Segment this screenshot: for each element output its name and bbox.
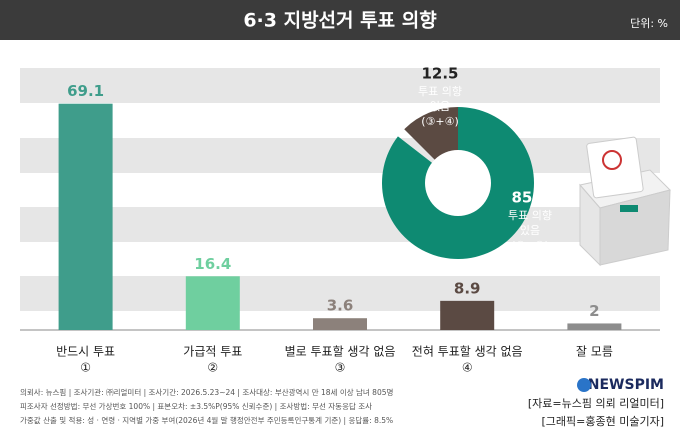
ballot-box (579, 136, 671, 267)
source: [자료=뉴스핌 의뢰 리얼미터] (528, 396, 664, 410)
x-tick-mark-label: ② (207, 361, 218, 375)
bands (20, 68, 660, 311)
pie-label: 없음 (430, 100, 450, 113)
x-tick-label: 가급적 투표 (183, 345, 242, 359)
x-tick-mark-label: ④ (462, 361, 473, 375)
unit: 단위: % (630, 17, 668, 30)
title-bar (0, 0, 680, 40)
footer: 의뢰사: 뉴스핌 | 조사기관: ㈜리얼미터 | 조사기간: 2026.5.23… (20, 387, 393, 425)
bar (185, 276, 240, 330)
title: 6·3 지방선거 투표 의향 (243, 10, 437, 32)
x-tick-label: 반드시 투표 (56, 345, 115, 359)
pie-label: 투표 의향 (508, 209, 552, 222)
x-tick-label: 잘 모름 (576, 345, 613, 359)
bar (58, 103, 113, 330)
footnote: 가중값 산출 및 적용: 성 · 연령 · 지역별 가중 부여(2026년 4월… (20, 415, 393, 425)
data-label: 16.4 (194, 255, 231, 273)
data-label: 69.1 (67, 82, 104, 100)
credit: [그래픽=홍종현 미술기자] (542, 414, 665, 428)
data-label: 8.9 (454, 279, 481, 297)
brand-logo (577, 378, 591, 392)
donut-hole (425, 150, 491, 216)
footnote: 의뢰사: 뉴스핌 | 조사기관: ㈜리얼미터 | 조사기간: 2026.5.23… (20, 387, 393, 397)
x-tick-mark-label: ③ (335, 361, 346, 375)
pie-value: 85.5 (511, 189, 548, 207)
pie-label: (①+②) (511, 239, 549, 252)
bar (440, 300, 495, 330)
brand: NEWSPIM (588, 377, 664, 393)
pie-value: 12.5 (421, 65, 458, 83)
data-label: 2 (589, 302, 599, 320)
x-tick-mark-label: ① (80, 361, 91, 375)
pie-label: 있음 (520, 224, 540, 237)
x-tick-label: 별로 투표할 생각 없음 (285, 345, 396, 359)
pie-label: (③+④) (421, 115, 459, 128)
bar (567, 323, 622, 330)
pie-label: 투표 의향 (418, 85, 462, 98)
x-tick-label: 전혀 투표할 생각 없음 (412, 345, 523, 359)
bar (313, 318, 367, 330)
footnote: 피조사자 선정방법: 무선 가상번호 100% | 표본오차: ±3.5%P(9… (20, 401, 372, 411)
data-label: 3.6 (327, 297, 354, 315)
